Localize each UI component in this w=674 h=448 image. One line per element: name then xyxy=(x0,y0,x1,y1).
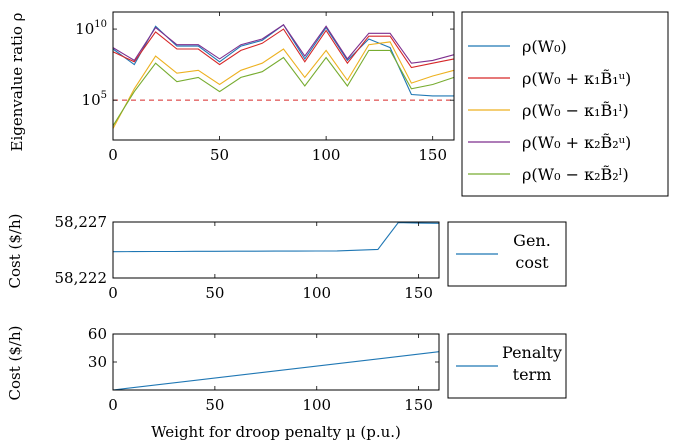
penalty-legend-label: term xyxy=(513,365,552,384)
shared-xlabel: Weight for droop penalty μ (p.u.) xyxy=(151,423,401,441)
penalty-legend: Penalty term xyxy=(447,333,567,399)
x-tick-label: 150 xyxy=(418,146,447,164)
eigenvalue-series-line-1 xyxy=(112,28,455,69)
x-tick-label: 50 xyxy=(205,396,224,414)
y-tick-label: 105 xyxy=(82,90,107,109)
legend-label-1: ρ(W₀ + κ₁B̃₁ᵘ) xyxy=(522,69,631,88)
x-tick-label: 100 xyxy=(302,284,331,302)
eigenvalue-chart: 0 50 100 150 105 1010 Eigenvalue ratio ρ ρ(W₀… xyxy=(8,11,669,197)
legend-label-3: ρ(W₀ + κ₂B̃₂ᵘ) xyxy=(522,133,631,152)
eigenvalue-ylabel: Eigenvalue ratio ρ xyxy=(8,12,26,151)
x-tick-label: 100 xyxy=(302,396,331,414)
eigenvalue-ticks: 0 50 100 150 105 1010 xyxy=(75,12,454,164)
gen-cost-chart: 0 50 100 150 58,222 58,227 Cost ($/h) Gen. cos… xyxy=(6,213,567,302)
y-tick-label: 1010 xyxy=(75,19,107,38)
penalty-series-line-0 xyxy=(112,351,440,391)
eigenvalue-series-line-3 xyxy=(112,24,455,64)
eigenvalue-legend: ρ(W₀) ρ(W₀ + κ₁B̃₁ᵘ) ρ(W₀ − κ₁B̃₁ˡ) ρ(W₀ + … xyxy=(461,11,669,197)
x-tick-label: 100 xyxy=(312,146,341,164)
eigenvalue-series-line-2 xyxy=(112,41,455,129)
gen-cost-ylabel: Cost ($/h) xyxy=(6,214,24,289)
penalty-plot-frame xyxy=(112,333,440,391)
y-tick-label: 58,222 xyxy=(55,269,108,287)
eigenvalue-series-line-0 xyxy=(112,24,454,97)
legend-label-2: ρ(W₀ − κ₁B̃₁ˡ) xyxy=(522,101,629,120)
x-tick-label: 0 xyxy=(108,396,118,414)
eigenvalue-series-group xyxy=(112,24,455,129)
eigenvalue-legend-box xyxy=(461,11,669,197)
x-tick-label: 0 xyxy=(108,284,118,302)
y-tick-label: 30 xyxy=(88,353,107,371)
x-tick-label: 0 xyxy=(108,146,118,164)
gen-cost-legend-label: cost xyxy=(515,253,549,272)
eigenvalue-plot-frame xyxy=(112,11,455,141)
legend-label-4: ρ(W₀ − κ₂B̃₂ˡ) xyxy=(522,165,629,184)
gen-cost-legend-label: Gen. xyxy=(513,231,551,250)
gen-cost-legend: Gen. cost xyxy=(447,221,567,287)
x-tick-label: 50 xyxy=(210,146,229,164)
x-tick-label: 150 xyxy=(404,396,433,414)
penalty-ticks: 0 50 100 150 30 60 xyxy=(88,325,439,414)
legend-label-0: ρ(W₀) xyxy=(522,37,567,56)
penalty-legend-label: Penalty xyxy=(502,343,562,362)
penalty-chart: 0 50 100 150 30 60 Cost ($/h) Weight for droo… xyxy=(6,325,567,441)
gen-cost-series-line-0 xyxy=(112,222,440,253)
y-tick-label: 58,227 xyxy=(55,213,108,231)
penalty-ylabel: Cost ($/h) xyxy=(6,326,24,401)
eigenvalue-series-line-4 xyxy=(112,49,455,127)
y-tick-label: 60 xyxy=(88,325,107,343)
x-tick-label: 150 xyxy=(404,284,433,302)
gen-cost-ticks: 0 50 100 150 58,222 58,227 xyxy=(55,213,439,302)
gen-cost-series-group xyxy=(112,222,440,253)
gen-cost-plot-frame xyxy=(112,221,440,279)
penalty-series-group xyxy=(112,351,440,391)
x-tick-label: 50 xyxy=(205,284,224,302)
